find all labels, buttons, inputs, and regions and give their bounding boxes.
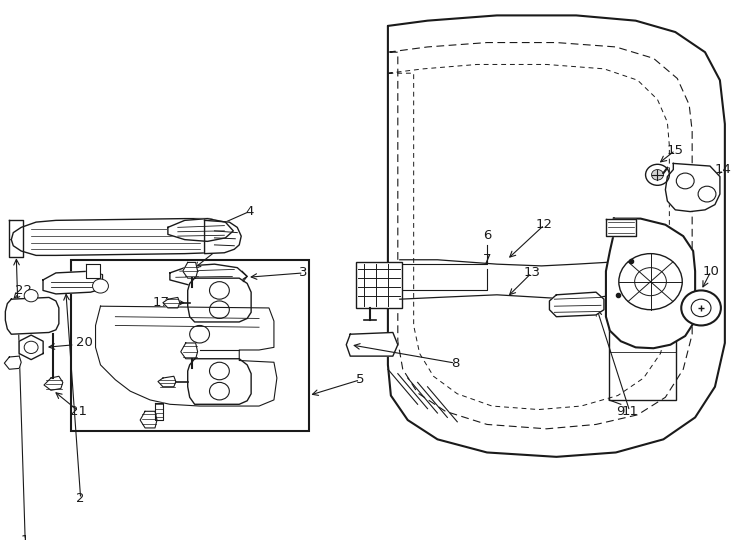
Text: 2: 2 [76,492,85,505]
Polygon shape [188,359,251,404]
Text: 12: 12 [536,218,553,231]
Text: 13: 13 [523,266,540,279]
Polygon shape [4,356,21,369]
Text: 18: 18 [209,322,226,335]
Circle shape [691,299,711,316]
Text: 22: 22 [15,284,32,297]
Bar [609,321,676,400]
Text: 9: 9 [617,405,625,418]
Text: 10: 10 [702,265,719,278]
Circle shape [24,341,38,354]
Text: 11: 11 [621,405,639,418]
Bar [70,260,308,430]
Polygon shape [5,298,59,334]
Polygon shape [163,298,180,308]
Text: 3: 3 [299,266,308,279]
Text: 16: 16 [213,240,230,253]
Polygon shape [606,219,695,348]
Polygon shape [170,264,247,287]
Text: 19: 19 [131,375,148,388]
Polygon shape [19,335,43,360]
Circle shape [652,170,664,180]
Polygon shape [550,292,604,316]
Text: 21: 21 [70,405,87,418]
Polygon shape [606,219,636,236]
Polygon shape [205,220,241,254]
Polygon shape [666,164,720,212]
Polygon shape [86,264,101,278]
Polygon shape [10,220,23,257]
Polygon shape [44,376,63,390]
Circle shape [24,289,38,302]
Text: 6: 6 [483,229,491,242]
Text: 5: 5 [356,373,364,386]
Polygon shape [181,343,197,359]
Polygon shape [346,333,398,356]
Circle shape [92,279,109,293]
Polygon shape [168,219,233,241]
Text: 8: 8 [451,356,459,369]
Polygon shape [158,376,176,387]
Polygon shape [188,278,251,322]
Circle shape [646,164,669,185]
Text: 17: 17 [153,296,170,309]
Polygon shape [155,402,163,420]
Polygon shape [43,271,103,294]
Text: 4: 4 [245,205,253,218]
Text: 20: 20 [76,336,92,349]
Polygon shape [183,262,197,278]
Text: 14: 14 [714,163,731,176]
Text: 15: 15 [666,144,684,157]
Text: 7: 7 [483,253,491,266]
Polygon shape [11,219,236,255]
Circle shape [681,291,721,326]
Polygon shape [95,306,277,406]
Text: 1: 1 [21,534,29,540]
Polygon shape [140,411,157,428]
Bar [356,262,401,308]
